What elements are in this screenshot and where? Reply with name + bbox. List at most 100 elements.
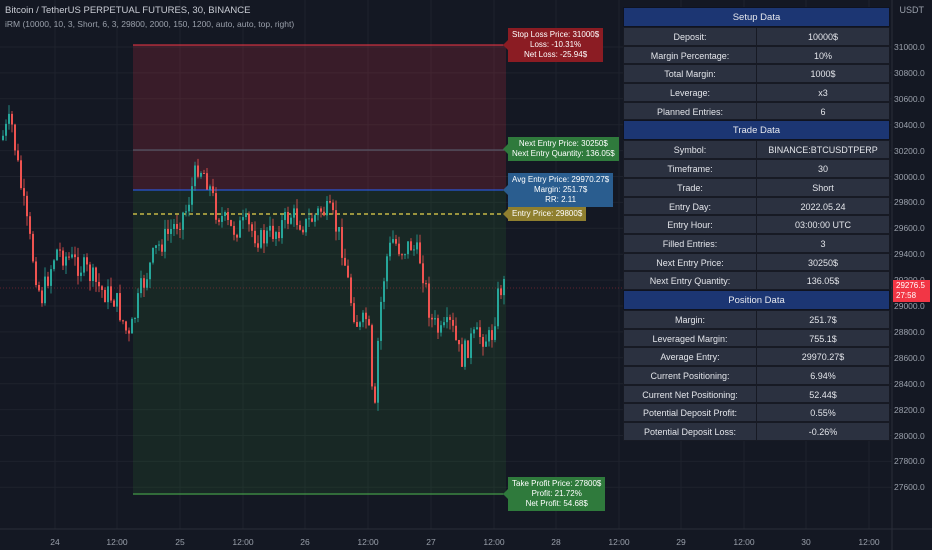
candle-body [494,326,496,340]
candle-body [464,340,466,367]
candle-body [62,250,64,266]
trade-row: Trade: Short [623,177,890,197]
position-row-value: 0.55% [757,403,890,423]
setup-row-key: Total Margin: [623,64,757,84]
candle-body [200,172,202,177]
candle-body [56,249,58,261]
candle-body [272,225,274,239]
price-tick-label: 29800.0 [894,197,925,208]
candle-body [323,211,325,216]
candle-body [440,325,442,333]
candle-body [281,220,283,239]
candle-body [86,257,88,265]
candle-body [443,322,445,326]
candlestick-series [2,105,505,411]
trade-row-key: Timeframe: [623,159,757,178]
time-tick-label: 12:00 [232,537,254,547]
trade-row-value: 3 [757,233,890,253]
avg-entry-label: Avg Entry Price: 29970.27$ Margin: 251.7… [502,173,614,207]
price-tick-label: 27800.0 [894,456,925,467]
candle-body [134,317,136,319]
setup-data-title: Setup Data [623,7,890,27]
candle-body [410,241,412,251]
candle-body [290,217,292,224]
time-tick-label: 27 [426,537,436,547]
take-profit-profit: Profit: 21.72% [531,489,582,498]
candle-body [452,319,454,326]
candle-body [212,186,214,194]
position-row-value: -0.26% [757,422,890,441]
candle-body [419,242,421,264]
candle-body [332,202,334,211]
candle-body [101,286,103,290]
candle-body [413,249,415,251]
avg-entry-price: Avg Entry Price: 29970.27$ [512,175,610,184]
candle-body [125,321,127,331]
candle-body [326,201,328,216]
trade-row-value: Short [757,177,890,197]
trade-row-key: Next Entry Quantity: [623,271,757,290]
candle-body [377,340,379,403]
trade-row-value: 03:00:00 UTC [757,215,890,234]
candle-body [380,301,382,341]
candle-body [197,165,199,177]
candle-body [374,386,376,403]
candle-body [320,208,322,212]
candle-body [26,195,28,217]
candle-body [404,254,406,256]
candle-body [467,340,469,358]
candle-body [293,208,295,218]
avg-entry-margin: Margin: 251.7$ [533,185,588,194]
trade-row-value: 30 [757,159,890,178]
setup-row-key: Margin Percentage: [623,45,757,65]
take-profit-zone [133,190,506,495]
position-row-key: Potential Deposit Loss: [623,422,757,441]
trade-row-key: Entry Day: [623,196,757,216]
candle-body [335,210,337,232]
candle-body [338,227,340,232]
candle-body [341,227,343,258]
candle-body [152,247,154,263]
trade-row: Entry Hour: 03:00:00 UTC [623,215,890,234]
price-tick-label: 28400.0 [894,378,925,389]
price-tick-label: 29000.0 [894,301,925,311]
candle-body [92,267,94,282]
trade-data-table: Symbol: BINANCE:BTCUSDTPERP Timeframe: 30 Tr… [623,140,890,290]
candle-body [350,277,352,304]
time-tick-label: 29 [676,537,686,547]
price-tick-label: 28600.0 [894,352,925,363]
candle-body [359,322,361,327]
candle-body [59,249,61,251]
time-tick-label: 25 [175,537,185,547]
candle-body [284,211,286,221]
position-row: Potential Deposit Profit: 0.55% [623,403,890,423]
candle-body [149,262,151,280]
candle-body [386,256,388,282]
candle-body [80,272,82,276]
candle-body [137,293,139,318]
candle-body [461,344,463,367]
candle-body [44,276,46,304]
candle-body [23,188,25,196]
candle-body [362,312,364,323]
candle-body [194,165,196,187]
position-row-value: 52.44$ [757,384,890,404]
candle-body [53,260,55,270]
candle-body [251,224,253,231]
indicator-legend[interactable]: iRM (10000, 10, 3, Short, 6, 3, 29800, 2… [5,19,295,29]
candle-body [455,325,457,341]
price-tick-label: 28200.0 [894,404,925,415]
candle-body [497,288,499,327]
candle-body [140,278,142,294]
candle-body [269,225,271,231]
time-tick-label: 28 [551,537,561,547]
candle-body [29,216,31,234]
entry-price-label: Entry Price: 29800$ [502,207,587,221]
candle-body [161,244,163,252]
time-tick-label: 24 [50,537,60,547]
time-tick-label: 12:00 [483,537,505,547]
setup-data-table: Deposit: 10000$ Margin Percentage: 10% Total… [623,27,890,121]
candle-body [407,241,409,255]
candle-body [179,228,181,230]
